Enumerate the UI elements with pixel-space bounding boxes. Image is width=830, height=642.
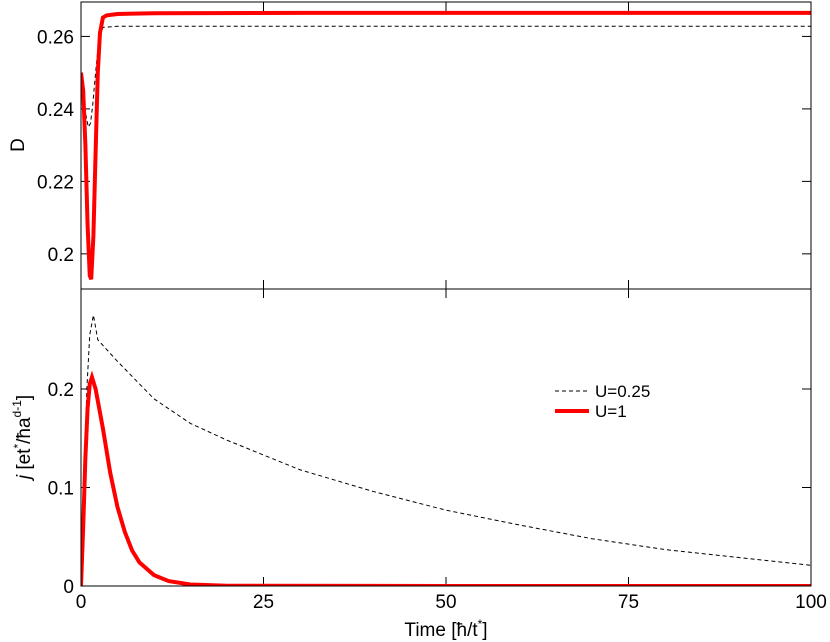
label-part: ] xyxy=(482,620,487,641)
label-part: j xyxy=(14,474,35,482)
label-part: Time [ħ/t xyxy=(404,620,478,641)
y-tick-label: 0.1 xyxy=(48,478,74,499)
y-tick-label: 0.24 xyxy=(37,100,74,121)
plot-frame xyxy=(80,288,812,587)
data-line xyxy=(81,370,811,586)
y-tick-label: 0.2 xyxy=(48,380,74,401)
x-axis-label: Time [ħ/t*] xyxy=(404,617,487,641)
y-tick-label: 0.2 xyxy=(48,245,74,266)
legend-label: U=0.25 xyxy=(595,382,650,401)
x-tick-label: 0 xyxy=(76,592,87,613)
y-tick-label: 0.26 xyxy=(37,27,74,48)
plot-frame xyxy=(80,1,812,290)
data-line xyxy=(81,25,811,129)
data-line xyxy=(81,315,811,586)
x-tick-label: 50 xyxy=(435,592,456,613)
label-part: ] xyxy=(14,395,35,400)
y-tick-label: 0.22 xyxy=(37,172,74,193)
y-axis-label: D xyxy=(8,138,29,152)
y-axis-label: j [et*/ħad-1] xyxy=(10,395,35,482)
label-part: [et xyxy=(14,448,35,475)
x-tick-label: 75 xyxy=(618,592,639,613)
data-line xyxy=(81,10,811,280)
label-part: /ħa xyxy=(14,417,35,444)
x-tick-label: 25 xyxy=(253,592,274,613)
label-part: * xyxy=(11,444,25,449)
legend-label: U=1 xyxy=(595,402,627,421)
y-tick-label: 0 xyxy=(63,577,74,598)
label-part: d-1 xyxy=(10,400,24,418)
x-tick-label: 100 xyxy=(795,592,827,613)
label-part: * xyxy=(478,617,483,631)
